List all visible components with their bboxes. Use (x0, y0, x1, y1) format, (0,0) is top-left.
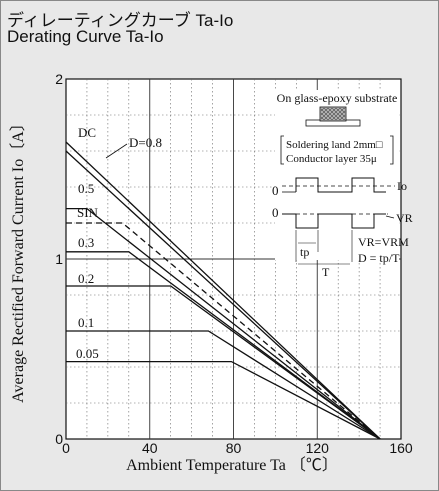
vr-zero-label: 0 (272, 205, 279, 220)
x-tick-label: 160 (389, 440, 413, 456)
vr-vrm-equation: VR=VRM (358, 235, 409, 249)
t-label: T (322, 265, 330, 279)
series-line-0 (65, 141, 381, 440)
series-label-dc: DC (78, 125, 96, 140)
series-label-05: 0.5 (78, 181, 94, 196)
series-label-02: 0.2 (78, 271, 94, 286)
bracket-right (390, 135, 394, 165)
derating-curves (65, 141, 381, 440)
series-label-01: 0.1 (78, 315, 94, 330)
series-line-3 (66, 222, 381, 440)
series-line-6 (66, 330, 381, 440)
series-label-005: 0.05 (76, 346, 99, 361)
y-tick-label: 2 (55, 71, 63, 87)
series-line-4 (66, 251, 381, 440)
conductor-layer-label: Conductor layer 35μ (286, 153, 377, 165)
series-line-2 (66, 207, 381, 440)
vr-leader-line (385, 215, 395, 219)
vr-waveform (282, 213, 386, 229)
x-tick-label: 80 (226, 440, 242, 456)
io-zero-label: 0 (272, 183, 279, 198)
substrate-inset: On glass-epoxy substrate Soldering land … (272, 90, 413, 279)
series-label-sin: SIN (77, 205, 99, 220)
y-tick-labels: 0 1 2 (55, 71, 63, 447)
series-label-03: 0.3 (78, 235, 94, 250)
y-axis-label: Average Rectified Forward Current Io〔A〕 (9, 115, 27, 403)
io-waveform (295, 177, 386, 193)
x-axis-label: Ambient Temperature Ta 〔℃〕 (126, 456, 338, 474)
vr-label: VR (396, 211, 413, 225)
substrate-title: On glass-epoxy substrate (277, 91, 398, 105)
io-label: Io (397, 179, 407, 193)
chart-title-english: Derating Curve Ta-Io (7, 27, 164, 46)
x-tick-label: 120 (306, 440, 330, 456)
duty-equation: D = tp/T (358, 251, 400, 265)
series-line-1 (65, 150, 381, 440)
d08-leader-line (105, 143, 128, 159)
component-hatch (321, 108, 345, 120)
series-label-d08: D=0.8 (129, 135, 162, 150)
tp-label: tp (300, 245, 309, 259)
x-tick-label: 40 (142, 440, 158, 456)
chart-title-japanese: ディレーティングカーブ Ta-Io (7, 11, 234, 30)
series-line-7 (66, 360, 381, 440)
x-tick-label: 0 (62, 440, 70, 456)
series-line-5 (66, 285, 381, 440)
y-tick-label: 0 (55, 431, 63, 447)
soldering-land-label: Soldering land 2mm□ (286, 139, 383, 151)
bracket-left (280, 135, 284, 165)
y-tick-label: 1 (55, 251, 63, 267)
x-tick-labels: 0 40 80 120 160 (62, 440, 413, 456)
